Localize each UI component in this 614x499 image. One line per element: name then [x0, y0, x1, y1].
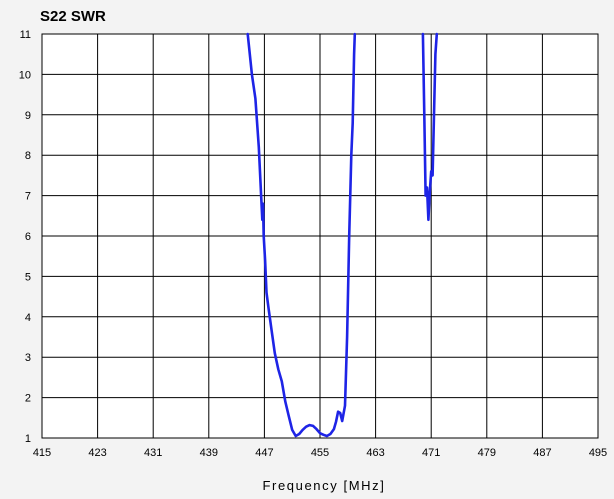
y-tick-label: 8 — [25, 150, 31, 162]
x-tick-label: 471 — [422, 447, 440, 459]
y-tick-label: 11 — [20, 29, 31, 41]
x-tick-label: 479 — [478, 447, 496, 459]
swr-series-line-1 — [246, 32, 357, 438]
x-tick-label: 455 — [311, 447, 329, 459]
x-axis-label: Frequency [MHz] — [263, 478, 386, 493]
y-tick-labels: 1 2 3 4 5 6 7 8 9 10 11 — [19, 29, 31, 445]
y-tick-label: 4 — [25, 312, 31, 324]
series-lines — [246, 32, 439, 438]
x-tick-label: 487 — [533, 447, 551, 459]
y-tick-label: 10 — [19, 69, 31, 81]
x-tick-label: 447 — [255, 447, 273, 459]
chart-title: S22 SWR — [40, 8, 106, 25]
y-tick-label: 6 — [25, 231, 31, 243]
x-tick-label: 431 — [144, 447, 162, 459]
x-tick-label: 439 — [200, 447, 218, 459]
swr-series-line-2 — [421, 32, 439, 222]
x-tick-label: 495 — [589, 447, 607, 459]
grid-lines — [41, 33, 599, 439]
y-tick-label: 9 — [25, 110, 31, 122]
x-tick-label: 463 — [366, 447, 384, 459]
y-tick-label: 7 — [25, 191, 31, 203]
y-tick-label: 3 — [25, 352, 31, 364]
x-tick-labels: 415 423 431 439 447 455 463 471 479 487 495 — [33, 447, 607, 459]
x-tick-label: 423 — [88, 447, 106, 459]
y-tick-label: 2 — [25, 393, 31, 405]
y-tick-label: 5 — [25, 271, 31, 283]
x-tick-label: 415 — [33, 447, 51, 459]
y-tick-label: 1 — [25, 433, 31, 445]
